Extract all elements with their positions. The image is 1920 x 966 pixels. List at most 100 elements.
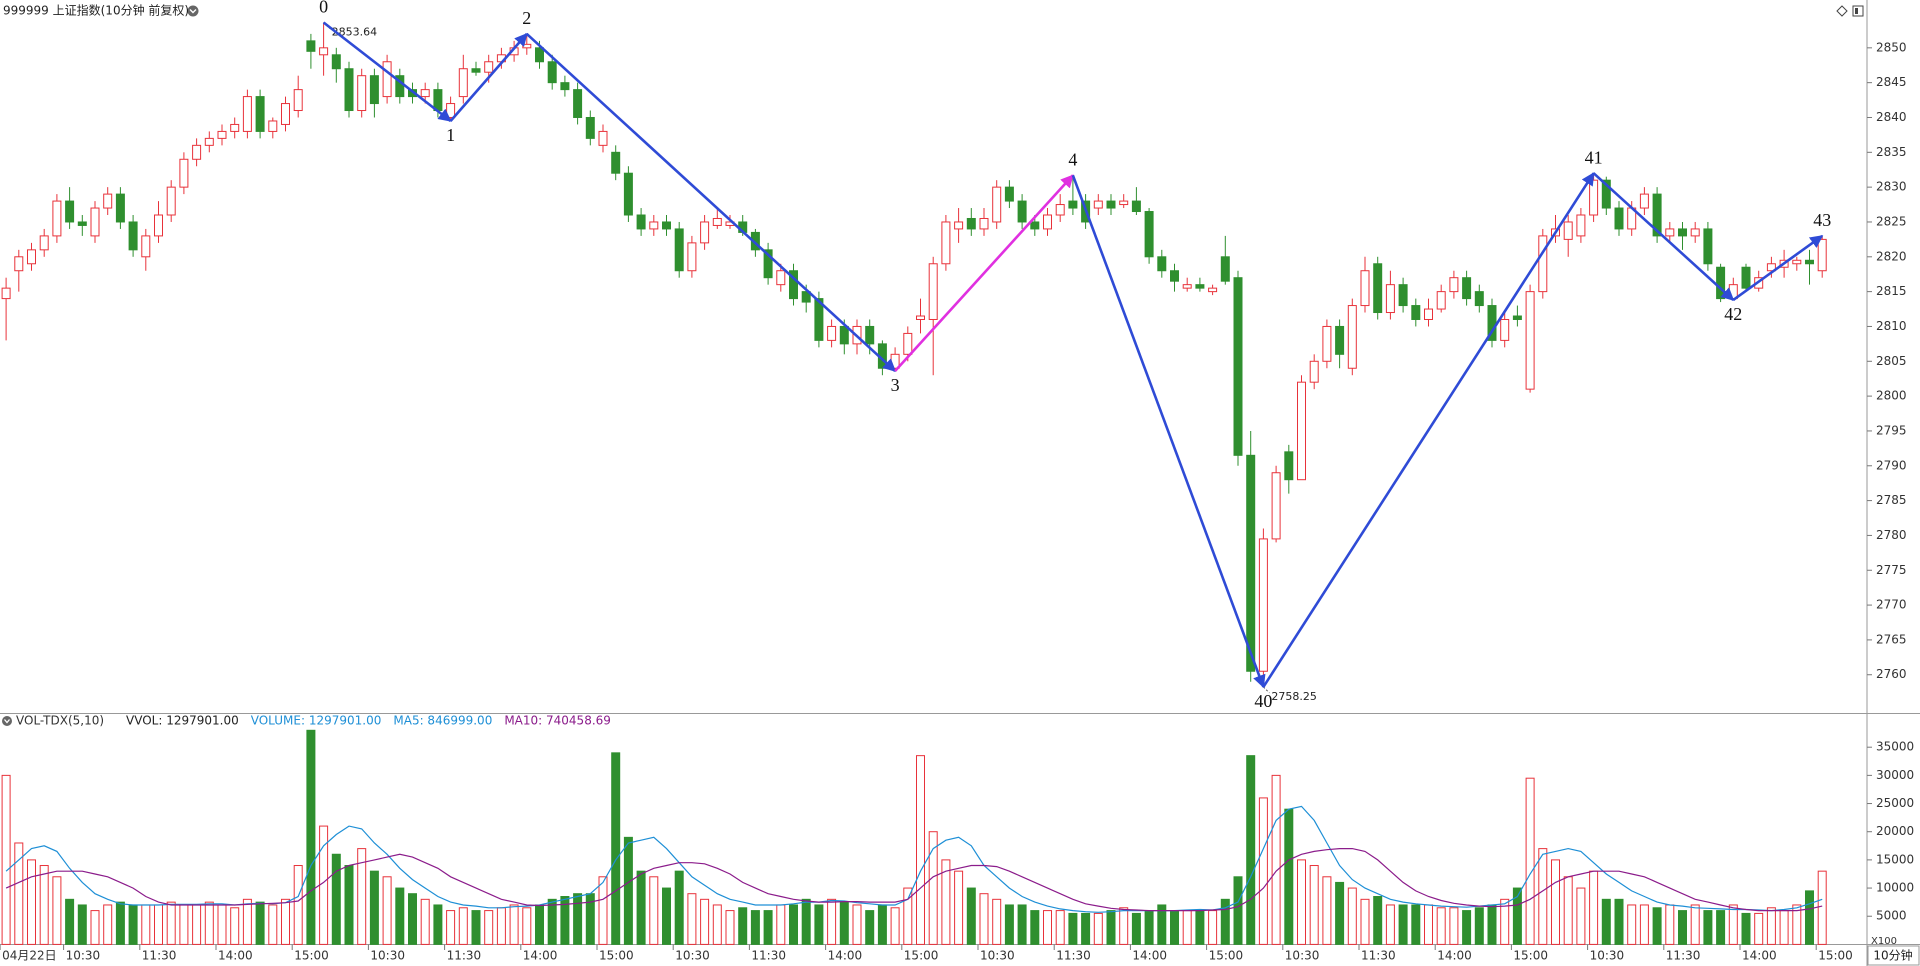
x-tick-label: 11:30 — [447, 949, 482, 963]
volume-bar — [1004, 904, 1014, 945]
candle-body — [522, 43, 532, 49]
volume-bar — [1538, 848, 1548, 945]
candle-body — [954, 221, 964, 230]
menu-icon[interactable] — [2, 716, 12, 726]
volume-bar — [1055, 910, 1065, 945]
candle-body — [1068, 200, 1078, 209]
indicator-readout: VVOL: 1297901.00 — [126, 714, 239, 728]
volume-bar — [674, 870, 684, 945]
candle-body — [65, 200, 75, 223]
volume-bar — [992, 898, 1002, 945]
candle-body — [179, 158, 189, 188]
volume-bar — [496, 907, 506, 945]
y-tick-label: 2845 — [1876, 75, 1907, 89]
y-tick-label: 2780 — [1876, 528, 1907, 542]
volume-bar — [547, 898, 557, 945]
candle-body — [928, 263, 938, 320]
x-tick-label: 10:30 — [1285, 949, 1320, 963]
candle-body — [230, 123, 240, 132]
volume-bar — [204, 901, 214, 945]
volume-bar — [750, 910, 760, 945]
volume-unit: X100 — [1871, 936, 1897, 947]
candle-body — [293, 89, 303, 112]
volume-bar — [1258, 797, 1268, 945]
volume-bar — [916, 755, 925, 945]
volume-bar — [1195, 910, 1205, 945]
volume-bar — [1220, 898, 1230, 945]
volume-bar — [1373, 896, 1383, 945]
candle-body — [1297, 381, 1306, 481]
x-tick-label: 14:00 — [523, 949, 558, 963]
volume-bar — [1068, 912, 1078, 945]
candle-body — [865, 325, 875, 345]
volume-bar — [865, 910, 875, 945]
candle-body — [1220, 256, 1230, 282]
zigzag-label: 43 — [1813, 210, 1831, 230]
candle-body — [39, 235, 49, 251]
x-tick-label: 14:00 — [1742, 949, 1777, 963]
volume-bar — [369, 870, 379, 945]
volume-bar — [852, 904, 862, 945]
volume-bar — [509, 904, 519, 945]
volume-bar — [192, 904, 202, 945]
y-tick-label: 2815 — [1876, 284, 1907, 298]
volume-bar — [941, 859, 951, 945]
volume-bar — [1411, 904, 1421, 945]
x-tick-label: 14:00 — [1132, 949, 1167, 963]
zigzag-label: 0 — [319, 0, 328, 17]
volume-bar — [1703, 910, 1713, 945]
candle-body — [369, 75, 379, 105]
volume-bar — [306, 729, 316, 945]
candle-body — [801, 291, 811, 303]
candle-body — [1614, 207, 1624, 230]
candle-body — [1233, 277, 1243, 456]
x-tick-label: 11:30 — [1056, 949, 1091, 963]
volume-bar — [890, 907, 900, 945]
volume-bar — [1347, 887, 1357, 945]
volume-bar — [1081, 912, 1091, 945]
candle-body — [1017, 200, 1027, 223]
candle-body — [331, 54, 341, 70]
y-tick-label: 2835 — [1876, 145, 1907, 159]
volume-bar — [954, 870, 964, 945]
volume-bar — [1678, 910, 1687, 945]
candle-body — [1347, 305, 1357, 369]
volume-bar — [1424, 904, 1433, 945]
volume-bar — [39, 865, 49, 945]
zigzag-segment — [525, 32, 897, 372]
x-tick-label: 14:00 — [828, 949, 863, 963]
volume-bar — [1563, 876, 1573, 945]
volume-bar — [1779, 910, 1789, 945]
candle-body — [585, 116, 595, 139]
period-box[interactable] — [1867, 945, 1920, 966]
volume-bar — [814, 904, 824, 945]
candle-body — [1703, 228, 1713, 265]
indicator-title: VOL-TDX(5,10) — [16, 714, 104, 728]
menu-icon[interactable] — [187, 5, 199, 17]
y-tick-label: 35000 — [1876, 740, 1914, 754]
zigzag-label: 4 — [1068, 149, 1077, 169]
x-tick-label: 15:00 — [1513, 949, 1548, 963]
panel-icon[interactable] — [1852, 5, 1864, 17]
period-label[interactable]: 10分钟 — [1873, 948, 1912, 963]
volume-bar — [242, 898, 252, 945]
y-tick-label: 2810 — [1876, 319, 1907, 333]
y-tick-label: 2830 — [1876, 180, 1907, 194]
candle-body — [27, 249, 36, 265]
volume-bar — [230, 907, 240, 945]
volume-bar — [90, 910, 100, 945]
candle-body — [306, 40, 316, 52]
volume-bar — [1792, 904, 1802, 945]
volume-bar — [1817, 870, 1827, 945]
annotation-label: 2853.64 — [332, 25, 378, 38]
y-tick-label: 2760 — [1876, 667, 1907, 681]
candle-body — [1474, 291, 1484, 307]
volume-bar — [458, 907, 468, 945]
volume-bar — [1754, 912, 1764, 945]
candle-body — [1258, 538, 1268, 672]
diamond-icon[interactable] — [1836, 5, 1848, 17]
volume-bar — [331, 853, 341, 945]
volume-bar — [801, 898, 811, 945]
